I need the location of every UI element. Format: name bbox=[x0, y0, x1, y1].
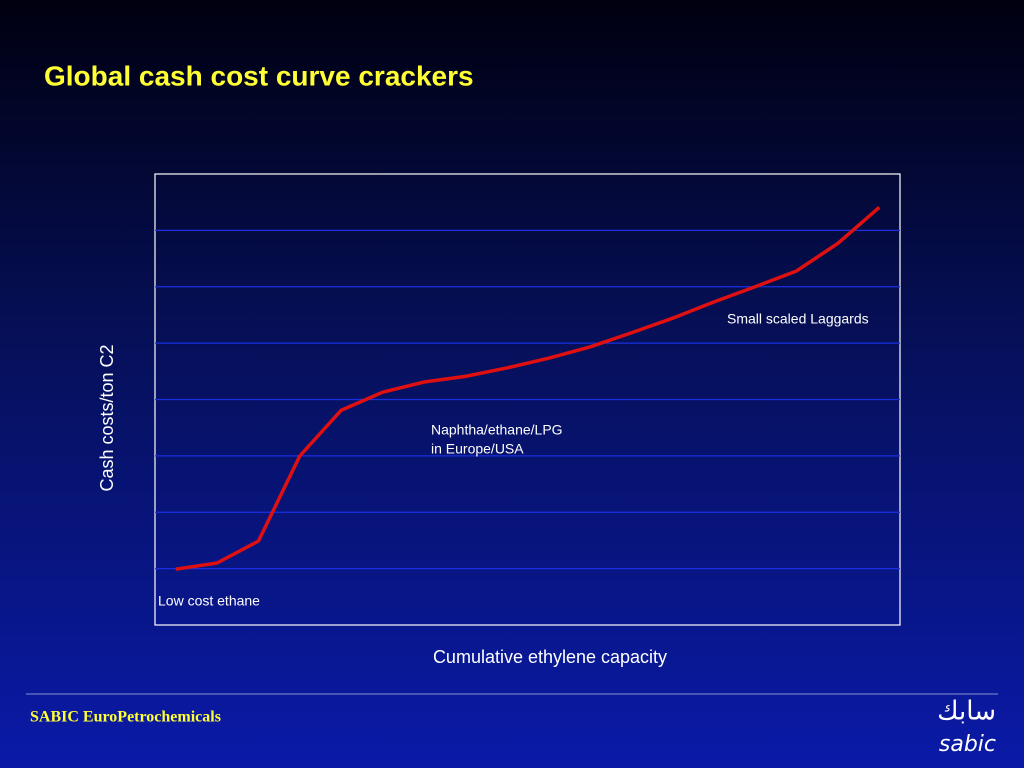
annotation: Low cost ethane bbox=[158, 593, 260, 609]
logo-latin: sabic bbox=[939, 732, 996, 757]
annotation: Small scaled Laggards bbox=[727, 311, 869, 327]
footer-company: SABIC EuroPetrochemicals bbox=[30, 709, 221, 726]
logo-arabic: سابك bbox=[937, 697, 996, 727]
y-axis-label: Cash costs/ton C2 bbox=[97, 344, 117, 491]
x-axis-label: Cumulative ethylene capacity bbox=[433, 647, 667, 667]
slide-title: Global cash cost curve crackers bbox=[44, 60, 474, 91]
cost-curve bbox=[175, 205, 881, 571]
annotation: in Europe/USA bbox=[431, 441, 524, 457]
annotation: Naphtha/ethane/LPG bbox=[431, 422, 563, 438]
